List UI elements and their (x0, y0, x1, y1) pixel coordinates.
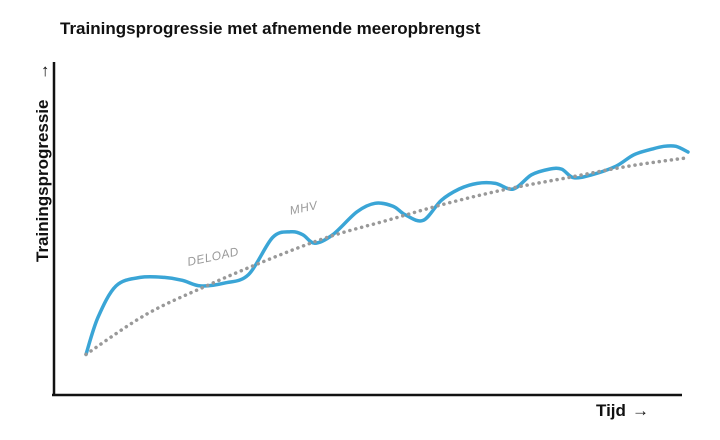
y-axis-arrow: → (33, 63, 52, 80)
annotation-deload: DELOAD (186, 244, 240, 269)
y-axis-label: Trainingsprogressie (33, 100, 52, 263)
chart-title: Trainingsprogressie met afnemende meerop… (60, 19, 481, 38)
trend-line-dotted (84, 155, 690, 357)
x-axis-arrow: → (632, 401, 649, 420)
series-layer (84, 144, 690, 357)
annotation-mhv: MHV (288, 198, 319, 218)
x-axis-label: Tijd (596, 401, 626, 420)
progress-line (84, 144, 690, 357)
